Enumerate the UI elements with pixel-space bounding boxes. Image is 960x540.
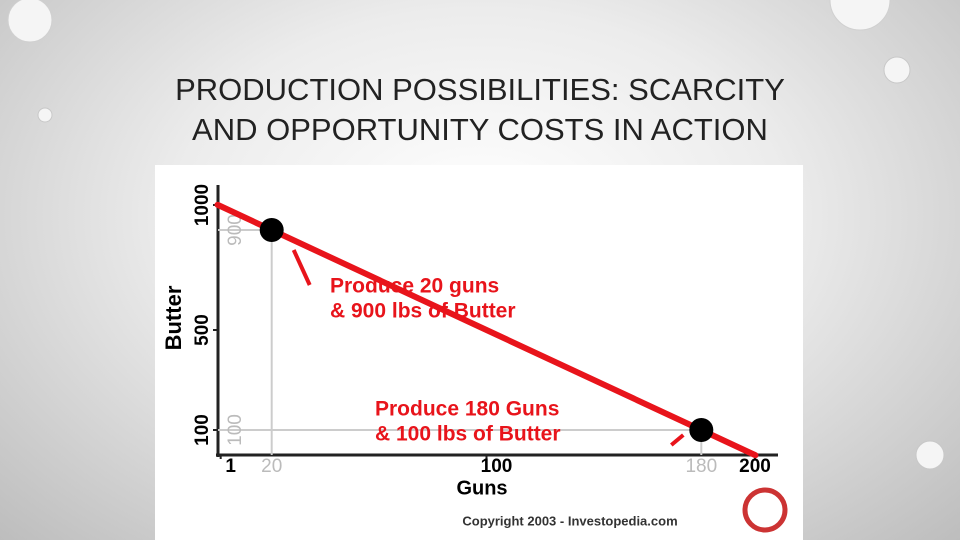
annotation-arrow — [670, 433, 685, 447]
x-tick-label: 100 — [481, 456, 513, 477]
logo — [742, 487, 788, 533]
x-tick-label: 1 — [225, 456, 236, 477]
annotation: & 900 lbs of Butter — [330, 300, 516, 323]
y-tick-label: 1000 — [192, 184, 213, 226]
guide-x-label: 20 — [261, 456, 282, 477]
copyright: Copyright 2003 - Investopedia.com — [462, 513, 677, 528]
point — [689, 418, 714, 442]
annotation: Produce 180 Guns — [375, 398, 559, 421]
guide-y-label: 100 — [225, 414, 246, 446]
annotation: Produce 20 guns — [330, 275, 499, 298]
drop — [915, 440, 945, 470]
y-axis-label: Butter — [161, 285, 186, 350]
drop — [37, 107, 53, 123]
x-axis-label: Guns — [456, 477, 507, 499]
drop — [883, 56, 911, 84]
y-tick-label: 500 — [192, 314, 213, 346]
guide-x-label: 180 — [685, 456, 717, 477]
annotation: & 100 lbs of Butter — [375, 423, 561, 446]
annotation-arrow — [291, 249, 312, 286]
point — [259, 218, 284, 242]
x-tick-label: 200 — [739, 456, 771, 477]
y-tick-label: 100 — [192, 414, 213, 446]
guide-y-label: 900 — [225, 214, 246, 246]
drop — [7, 0, 53, 43]
slide-title: AND OPPORTUNITY COSTS IN ACTION — [192, 112, 768, 147]
slide-title: PRODUCTION POSSIBILITIES: SCARCITY — [175, 72, 785, 107]
ppf-curve — [214, 201, 759, 459]
drop — [829, 0, 891, 31]
